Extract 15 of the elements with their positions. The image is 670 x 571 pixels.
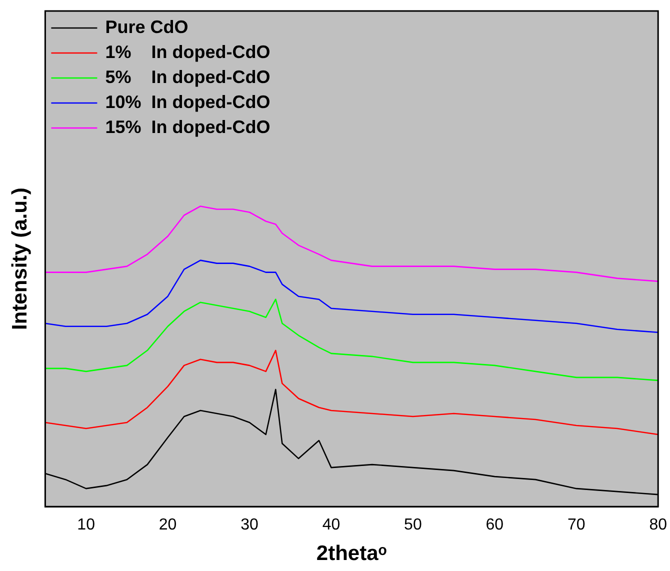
x-axis-title: 2thetaᵒ <box>316 542 388 566</box>
x-tick-label: 10 <box>77 516 96 534</box>
y-axis-title: Intensity (a.u.) <box>8 188 32 330</box>
legend-label: 1% In doped-CdO <box>105 42 270 62</box>
x-tick-label: 20 <box>158 516 177 534</box>
x-tick-label: 80 <box>649 516 668 534</box>
legend-label: 10% In doped-CdO <box>105 92 270 112</box>
x-tick-label: 70 <box>567 516 586 534</box>
legend-label: Pure CdO <box>105 16 188 37</box>
legend-label: 15% In doped-CdO <box>105 116 270 137</box>
x-tick-label: 40 <box>322 516 340 534</box>
x-tick-label: 60 <box>486 516 504 534</box>
legend-label: 5% In doped-CdO <box>105 66 270 87</box>
x-tick-label: 30 <box>240 516 258 534</box>
x-tick-label: 50 <box>404 516 422 534</box>
